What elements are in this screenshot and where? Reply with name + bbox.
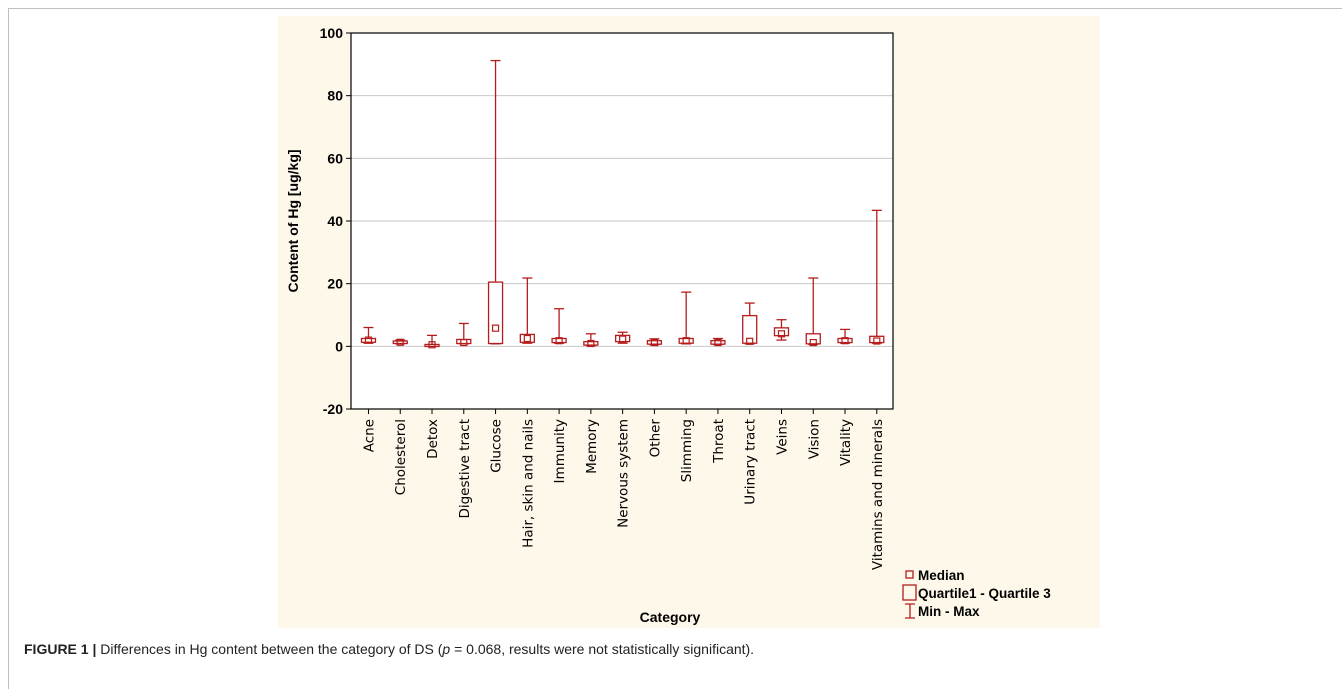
box-group: [519, 277, 535, 344]
quartile-box: [583, 340, 599, 346]
quartile-box: [869, 335, 885, 344]
box-group: [742, 302, 758, 345]
y-tick-label: 60: [327, 150, 343, 166]
median-marker: [555, 337, 563, 345]
box-group: [678, 291, 694, 345]
median-marker: [650, 338, 659, 347]
box-group: [456, 322, 472, 347]
grid-lines: [351, 33, 893, 409]
x-tick-label: Slimming: [679, 419, 695, 482]
y-tick-label: 80: [327, 88, 343, 104]
quartile-box: [519, 333, 535, 343]
tick-labels: -20 0 20 40 60 80 100 Acne Cholesterol Detox Diges…: [320, 25, 886, 570]
quartile-box: [424, 343, 440, 348]
box-group: [487, 59, 504, 345]
y-tick-label: 0: [335, 338, 343, 354]
legend-median-swatch: [905, 570, 914, 579]
figure-caption: FIGURE 1 | Differences in Hg content bet…: [24, 641, 754, 657]
x-tick-label: Throat: [711, 419, 727, 464]
quartile-box: [837, 337, 853, 344]
y-axis-title: Content of Hg [ug/kg]: [285, 149, 301, 292]
legend-median-label: Median: [918, 568, 965, 583]
caption-text-after: = 0.068, results were not statistically …: [450, 641, 755, 657]
y-tick-label: 20: [327, 276, 343, 292]
caption-text-before: Differences in Hg content between the ca…: [96, 641, 443, 657]
median-marker: [491, 324, 500, 332]
median-marker: [746, 337, 754, 345]
median-marker: [364, 336, 373, 344]
x-tick-label: Cholesterol: [393, 419, 409, 495]
boxplot-chart: -20 0 20 40 60 80 100 Acne Cholesterol Detox Diges…: [278, 16, 1100, 628]
median-marker: [396, 338, 404, 346]
median-marker: [809, 338, 817, 347]
quartile-box: [742, 314, 758, 344]
box-group: [773, 319, 790, 341]
box-group: [710, 337, 726, 347]
caption-label: FIGURE 1 |: [24, 641, 97, 657]
x-tick-label: Urinary tract: [743, 419, 759, 505]
legend-quartile-label: Quartile1 - Quartile 3: [918, 586, 1051, 601]
y-tick-label: 40: [327, 213, 343, 229]
quartile-box: [392, 340, 408, 345]
quartile-box: [551, 337, 567, 344]
quartile-box: [678, 337, 694, 344]
x-tick-label: Detox: [425, 419, 441, 459]
median-marker: [841, 337, 849, 345]
axes: [346, 32, 894, 414]
y-tick-label: -20: [323, 401, 343, 417]
x-tick-label: Veins: [774, 419, 790, 455]
x-axis-title: Category: [640, 609, 701, 625]
box-group: [837, 328, 853, 345]
x-tick-label: Hair, skin and nails: [520, 419, 536, 548]
legend: Median Quartile1 - Quartile 3 Min - Max: [902, 568, 1051, 619]
x-tick-label: Acne: [361, 419, 377, 452]
x-tick-label: Glucose: [489, 419, 505, 473]
box-group: [583, 333, 599, 348]
x-tick-label: Other: [647, 419, 663, 458]
box-group: [551, 308, 567, 345]
legend-minmax-swatch: [905, 603, 915, 619]
median-marker: [523, 334, 531, 343]
median-marker: [873, 337, 881, 345]
figure-frame: [8, 8, 1342, 689]
median-marker: [682, 337, 690, 345]
plot-border: [350, 32, 894, 410]
median-marker: [777, 330, 786, 338]
box-group: [805, 277, 821, 347]
legend-minmax-label: Min - Max: [918, 604, 980, 619]
median-marker: [428, 341, 436, 349]
legend-quartile-swatch: [902, 584, 917, 601]
box-group: [869, 209, 885, 345]
boxes: [360, 59, 885, 349]
median-marker: [587, 339, 595, 348]
box-group: [424, 334, 440, 349]
median-marker: [460, 338, 468, 347]
quartile-box: [805, 333, 821, 345]
box-group: [614, 331, 631, 344]
x-tick-label: Immunity: [552, 419, 568, 483]
caption-p-symbol: p: [442, 641, 451, 657]
quartile-box: [710, 340, 726, 345]
median-marker: [619, 335, 627, 343]
box-group: [646, 338, 663, 347]
quartile-box: [646, 340, 663, 345]
box-group: [392, 338, 408, 346]
box-group: [360, 326, 377, 344]
quartile-box: [487, 281, 504, 345]
quartile-box: [360, 337, 377, 343]
x-tick-label: Vitality: [838, 419, 854, 466]
x-tick-label: Nervous system: [616, 419, 632, 528]
median-marker: [714, 338, 722, 347]
x-tick-label: Vitamins and minerals: [870, 419, 886, 570]
quartile-box: [773, 327, 790, 337]
x-tick-label: Memory: [584, 419, 600, 474]
x-tick-label: Digestive tract: [457, 419, 473, 519]
y-tick-label: 100: [320, 25, 344, 41]
x-tick-label: Vision: [806, 419, 822, 459]
